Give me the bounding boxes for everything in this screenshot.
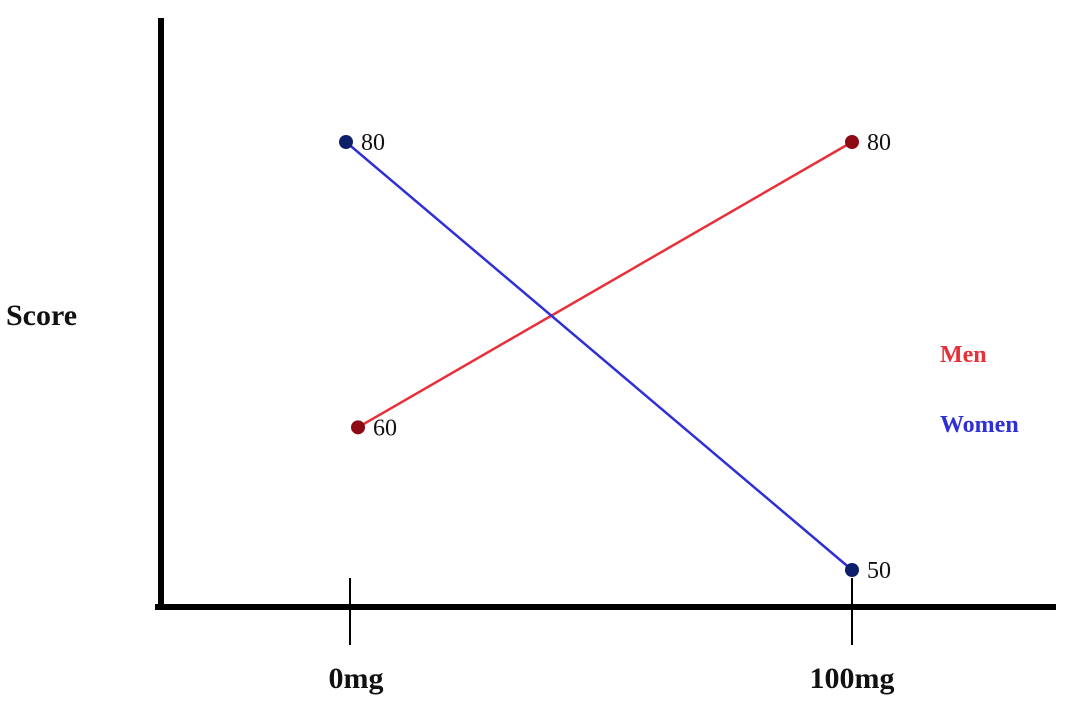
x-ticks: 0mg 100mg	[329, 578, 895, 695]
series-points: 60 80 80 50	[339, 130, 891, 584]
x-tick-label: 0mg	[329, 662, 384, 695]
data-label: 60	[373, 415, 397, 441]
series-line-men	[357, 140, 853, 429]
legend: Men Women	[940, 342, 1019, 438]
data-point-women	[339, 135, 353, 149]
data-label: 80	[867, 130, 891, 156]
y-axis-label: Score	[6, 299, 77, 332]
legend-entry-men: Men	[940, 342, 987, 368]
data-point-men	[351, 420, 365, 435]
series-line-women	[345, 141, 853, 571]
legend-entry-women: Women	[940, 412, 1019, 438]
data-label: 50	[867, 558, 891, 584]
series-lines	[345, 140, 853, 571]
data-point-women	[845, 563, 859, 577]
x-tick-label: 100mg	[810, 662, 895, 695]
data-label: 80	[361, 130, 385, 156]
data-point-men	[845, 135, 859, 149]
